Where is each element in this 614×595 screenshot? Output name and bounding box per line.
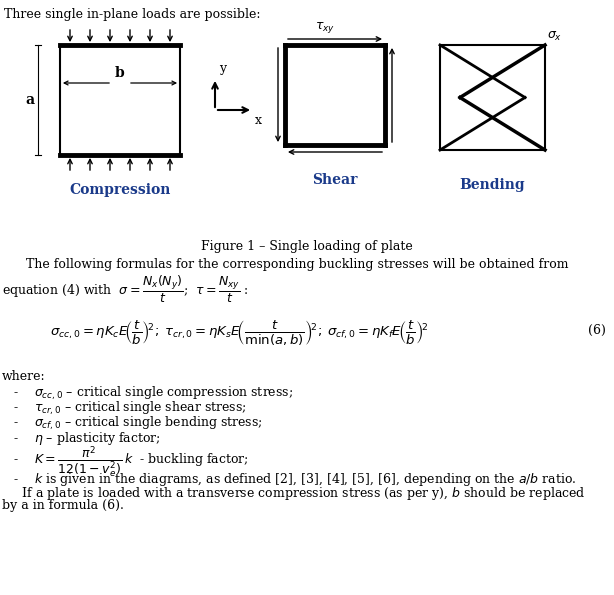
Text: where:: where: [2, 370, 45, 383]
Text: -    $k$ is given in the diagrams, as defined [2], [3], [4], [5], [6], depending: - $k$ is given in the diagrams, as defin… [2, 471, 577, 488]
Text: -    $\sigma_{cf,0}$ – critical single bending stress;: - $\sigma_{cf,0}$ – critical single bend… [2, 415, 263, 432]
Text: If a plate is loaded with a transverse compression stress (as per y), $b$ should: If a plate is loaded with a transverse c… [10, 485, 586, 502]
Text: x: x [255, 114, 262, 127]
Text: equation (4) with  $\sigma = \dfrac{N_x(N_y)}{t}$;  $\tau = \dfrac{N_{xy}}{t}$ :: equation (4) with $\sigma = \dfrac{N_x(N… [2, 274, 249, 305]
Text: a: a [25, 93, 34, 107]
Text: by a in formula (6).: by a in formula (6). [2, 499, 124, 512]
Text: The following formulas for the corresponding buckling stresses will be obtained : The following formulas for the correspon… [10, 258, 569, 271]
Text: Shear: Shear [313, 173, 358, 187]
Text: Figure 1 – Single loading of plate: Figure 1 – Single loading of plate [201, 240, 413, 253]
Text: (6): (6) [588, 324, 606, 337]
Text: y: y [219, 62, 226, 75]
Text: $\tau_{xy}$: $\tau_{xy}$ [315, 20, 335, 35]
Text: Bending: Bending [460, 178, 526, 192]
Text: $\sigma_{cc,0} = \eta K_c E\!\left(\dfrac{t}{b}\right)^{\!2}$$;\: \tau_{cr,0} = : $\sigma_{cc,0} = \eta K_c E\!\left(\dfra… [50, 318, 429, 347]
Text: -    $\tau_{cr,0}$ – critical single shear stress;: - $\tau_{cr,0}$ – critical single shear … [2, 400, 247, 417]
Text: -    $\sigma_{cc,0}$ – critical single compression stress;: - $\sigma_{cc,0}$ – critical single comp… [2, 385, 293, 402]
Text: $\sigma_x$: $\sigma_x$ [547, 30, 562, 43]
Text: -    $K = \dfrac{\pi^2}{12(1-v_e^2)}\,k$  - buckling factor;: - $K = \dfrac{\pi^2}{12(1-v_e^2)}\,k$ - … [2, 445, 249, 480]
Text: Compression: Compression [69, 183, 171, 197]
Text: b: b [115, 66, 125, 80]
Text: -    $\eta$ – plasticity factor;: - $\eta$ – plasticity factor; [2, 430, 161, 447]
Text: Three single in-plane loads are possible:: Three single in-plane loads are possible… [4, 8, 260, 21]
